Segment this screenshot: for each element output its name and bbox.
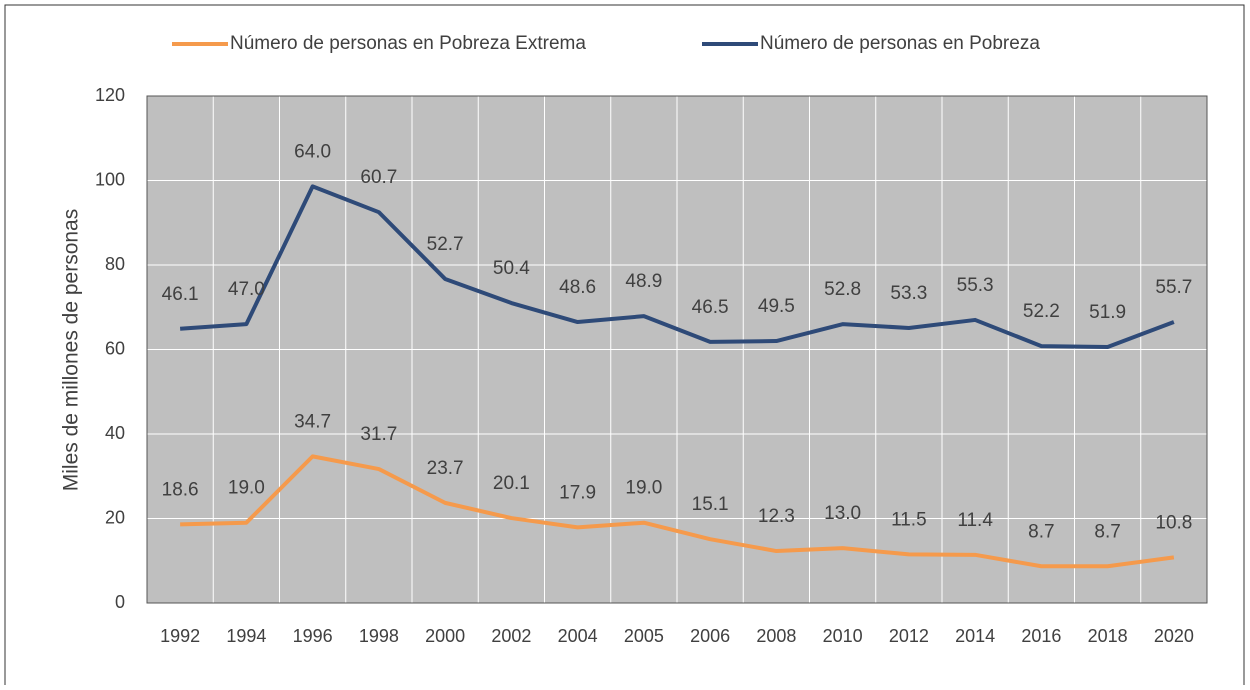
x-tick-label: 2014 [955,626,995,646]
x-tick-label: 2010 [823,626,863,646]
y-tick-label: 120 [95,85,125,105]
data-label: 10.8 [1155,512,1192,533]
data-label: 11.4 [957,510,993,531]
data-label: 18.6 [162,479,199,500]
data-label: 19.0 [228,478,265,499]
y-tick-label: 40 [105,423,125,443]
y-tick-label: 0 [115,592,125,612]
annotation: 52.8 [824,279,861,300]
annotation: 46.1 [162,284,199,305]
x-tick-label: 2016 [1021,626,1061,646]
data-label: 8.7 [1028,521,1054,542]
data-label: 31.7 [360,424,397,445]
x-tick-label: 2004 [558,626,598,646]
annotation: 49.5 [758,296,795,317]
annotation: 55.3 [957,275,994,296]
annotation: 64.0 [294,141,331,162]
annotation: 52.2 [1023,301,1060,322]
x-tick-label: 1998 [359,626,399,646]
x-tick-label: 1992 [160,626,200,646]
x-tick-label: 2012 [889,626,929,646]
data-label: 8.7 [1094,521,1120,542]
annotation: 48.6 [559,277,596,298]
y-tick-label: 80 [105,254,125,274]
annotation: 55.7 [1155,277,1192,298]
y-tick-label: 100 [95,169,125,189]
data-label: 15.1 [692,494,729,515]
x-tick-label: 2000 [425,626,465,646]
annotation: 46.5 [692,297,729,318]
legend-label: Número de personas en Pobreza [760,33,1040,54]
y-tick-label: 20 [105,507,125,527]
series-line [179,184,1175,349]
data-label: 34.7 [294,411,331,432]
x-tick-label: 1994 [226,626,266,646]
legend-label: Número de personas en Pobreza Extrema [230,33,586,54]
data-label: 20.1 [493,473,530,494]
data-label: 13.0 [824,503,861,524]
y-axis-label: Miles de millones de personas [60,209,83,491]
x-tick-label: 2008 [756,626,796,646]
x-tick-label: 2002 [491,626,531,646]
annotation: 60.7 [360,167,397,188]
x-tick-label: 1996 [293,626,333,646]
plot-border [146,95,1208,604]
series-line [180,454,1175,569]
x-tick-label: 2020 [1154,626,1194,646]
annotation: 52.7 [427,234,464,255]
data-label: 23.7 [427,458,464,479]
x-tick-label: 2018 [1088,626,1128,646]
x-tick-label: 2006 [690,626,730,646]
annotation: 53.3 [890,283,927,304]
annotation: 50.4 [493,258,530,279]
data-label: 12.3 [758,506,795,527]
y-tick-label: 60 [105,338,125,358]
data-label: 19.0 [625,478,662,499]
annotation: 47.0 [228,279,265,300]
x-tick-label: 2005 [624,626,664,646]
data-label: 11.5 [891,509,927,530]
annotation: 48.9 [625,271,662,292]
data-label: 17.9 [559,482,596,503]
annotation: 51.9 [1089,302,1126,323]
